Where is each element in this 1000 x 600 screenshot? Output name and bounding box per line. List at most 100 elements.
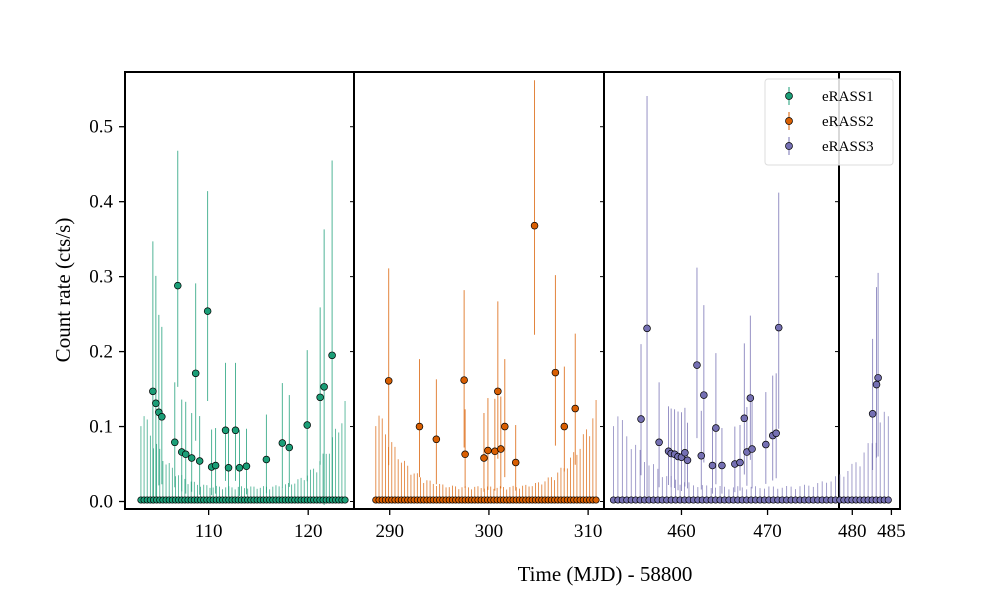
- data-point: [762, 440, 770, 449]
- data-point: [211, 461, 220, 470]
- data-point: [303, 421, 311, 429]
- legend-marker: [785, 92, 793, 100]
- data-point: [461, 450, 469, 459]
- data-point: [712, 424, 720, 432]
- panel-frame: [838, 71, 901, 510]
- legend-entry: eRASS2: [785, 112, 874, 130]
- data-point: [655, 438, 663, 447]
- data-point: [746, 394, 755, 402]
- x-tick-label: 120: [294, 521, 323, 542]
- data-point: [530, 221, 539, 230]
- legend-label: eRASS3: [822, 139, 874, 155]
- data-point: [560, 422, 569, 431]
- data-point: [203, 307, 212, 315]
- y-tick-label: 0.2: [89, 342, 113, 363]
- y-tick-label: 0.3: [89, 267, 113, 288]
- panel-3: 460 470: [600, 71, 840, 542]
- data-point: [501, 422, 509, 431]
- x-tick-label: 110: [195, 521, 223, 542]
- data-point: [884, 496, 892, 504]
- chart-panels: 110 120 290 300 310 460 470 480 485: [124, 71, 906, 542]
- data-point: [592, 496, 600, 504]
- data-point: [872, 380, 881, 389]
- data-point: [497, 445, 505, 453]
- data-point: [262, 455, 271, 464]
- data-point: [432, 435, 441, 444]
- legend: eRASS1 eRASS2 eRASS3: [764, 78, 894, 166]
- data-point: [708, 461, 717, 470]
- data-point: [328, 351, 336, 360]
- legend-entry: eRASS3: [785, 137, 874, 155]
- data-point: [480, 454, 488, 462]
- data-point: [415, 422, 424, 431]
- data-point: [174, 281, 182, 290]
- x-tick-label: 470: [753, 521, 782, 542]
- x-tick-label: 480: [838, 521, 867, 542]
- data-point: [494, 387, 502, 396]
- x-tick-label: 485: [877, 521, 906, 542]
- legend-entry: eRASS1: [785, 87, 874, 105]
- data-point: [460, 376, 468, 384]
- y-axis: 0.0 0.1 0.2 0.3 0.4 0.5: [89, 117, 125, 513]
- y-tick-label: 0.4: [89, 192, 113, 213]
- data-point: [341, 496, 349, 504]
- data-point: [740, 414, 749, 423]
- legend-box: [764, 78, 894, 166]
- data-point: [643, 324, 651, 333]
- x-tick-label: 300: [475, 521, 504, 542]
- x-tick-label: 460: [667, 521, 696, 542]
- y-tick-label: 0.0: [89, 492, 113, 513]
- x-tick-label: 290: [375, 521, 404, 542]
- data-point: [736, 458, 744, 467]
- legend-label: eRASS2: [822, 114, 874, 130]
- data-point: [683, 456, 692, 465]
- y-tick-label: 0.1: [89, 417, 113, 438]
- data-point: [511, 458, 520, 467]
- data-point: [484, 446, 492, 455]
- data-point: [772, 429, 780, 438]
- data-point: [551, 368, 560, 377]
- panel-4: 480 485: [835, 71, 906, 542]
- data-point: [700, 391, 708, 399]
- y-tick-label: 0.5: [89, 117, 113, 138]
- data-point: [235, 464, 244, 472]
- data-point: [181, 450, 190, 459]
- data-point: [874, 374, 882, 382]
- legend-marker: [785, 117, 793, 125]
- data-point: [285, 443, 294, 452]
- data-point: [171, 438, 179, 447]
- panel-2: 290 300 310: [350, 71, 605, 542]
- data-point: [868, 410, 877, 418]
- data-point: [221, 426, 230, 435]
- series-eRASS2: [372, 80, 600, 504]
- data-point: [748, 445, 756, 453]
- data-point: [191, 369, 200, 378]
- data-point: [384, 377, 393, 385]
- data-point: [149, 387, 157, 396]
- data-point: [224, 464, 233, 472]
- data-point: [681, 449, 689, 457]
- data-point: [316, 393, 324, 402]
- legend-label: eRASS1: [822, 89, 874, 105]
- x-axis-label: Time (MJD) - 58800: [518, 562, 693, 586]
- data-point: [637, 415, 645, 423]
- legend-marker: [785, 142, 793, 150]
- x-tick-label: 310: [574, 521, 603, 542]
- data-point: [231, 426, 240, 435]
- data-point: [195, 457, 204, 465]
- data-point: [693, 361, 701, 369]
- data-point: [242, 462, 251, 471]
- series-eRASS1: [137, 150, 349, 505]
- data-point: [278, 439, 287, 447]
- data-point: [158, 413, 166, 421]
- data-point: [718, 461, 726, 470]
- data-point: [320, 383, 328, 391]
- data-point: [774, 323, 783, 332]
- data-point: [571, 404, 579, 413]
- data-point: [187, 454, 196, 462]
- series-eRASS3: [609, 95, 892, 504]
- data-point: [152, 399, 160, 408]
- data-point: [697, 452, 706, 460]
- y-axis-label: Count rate (cts/s): [51, 218, 75, 363]
